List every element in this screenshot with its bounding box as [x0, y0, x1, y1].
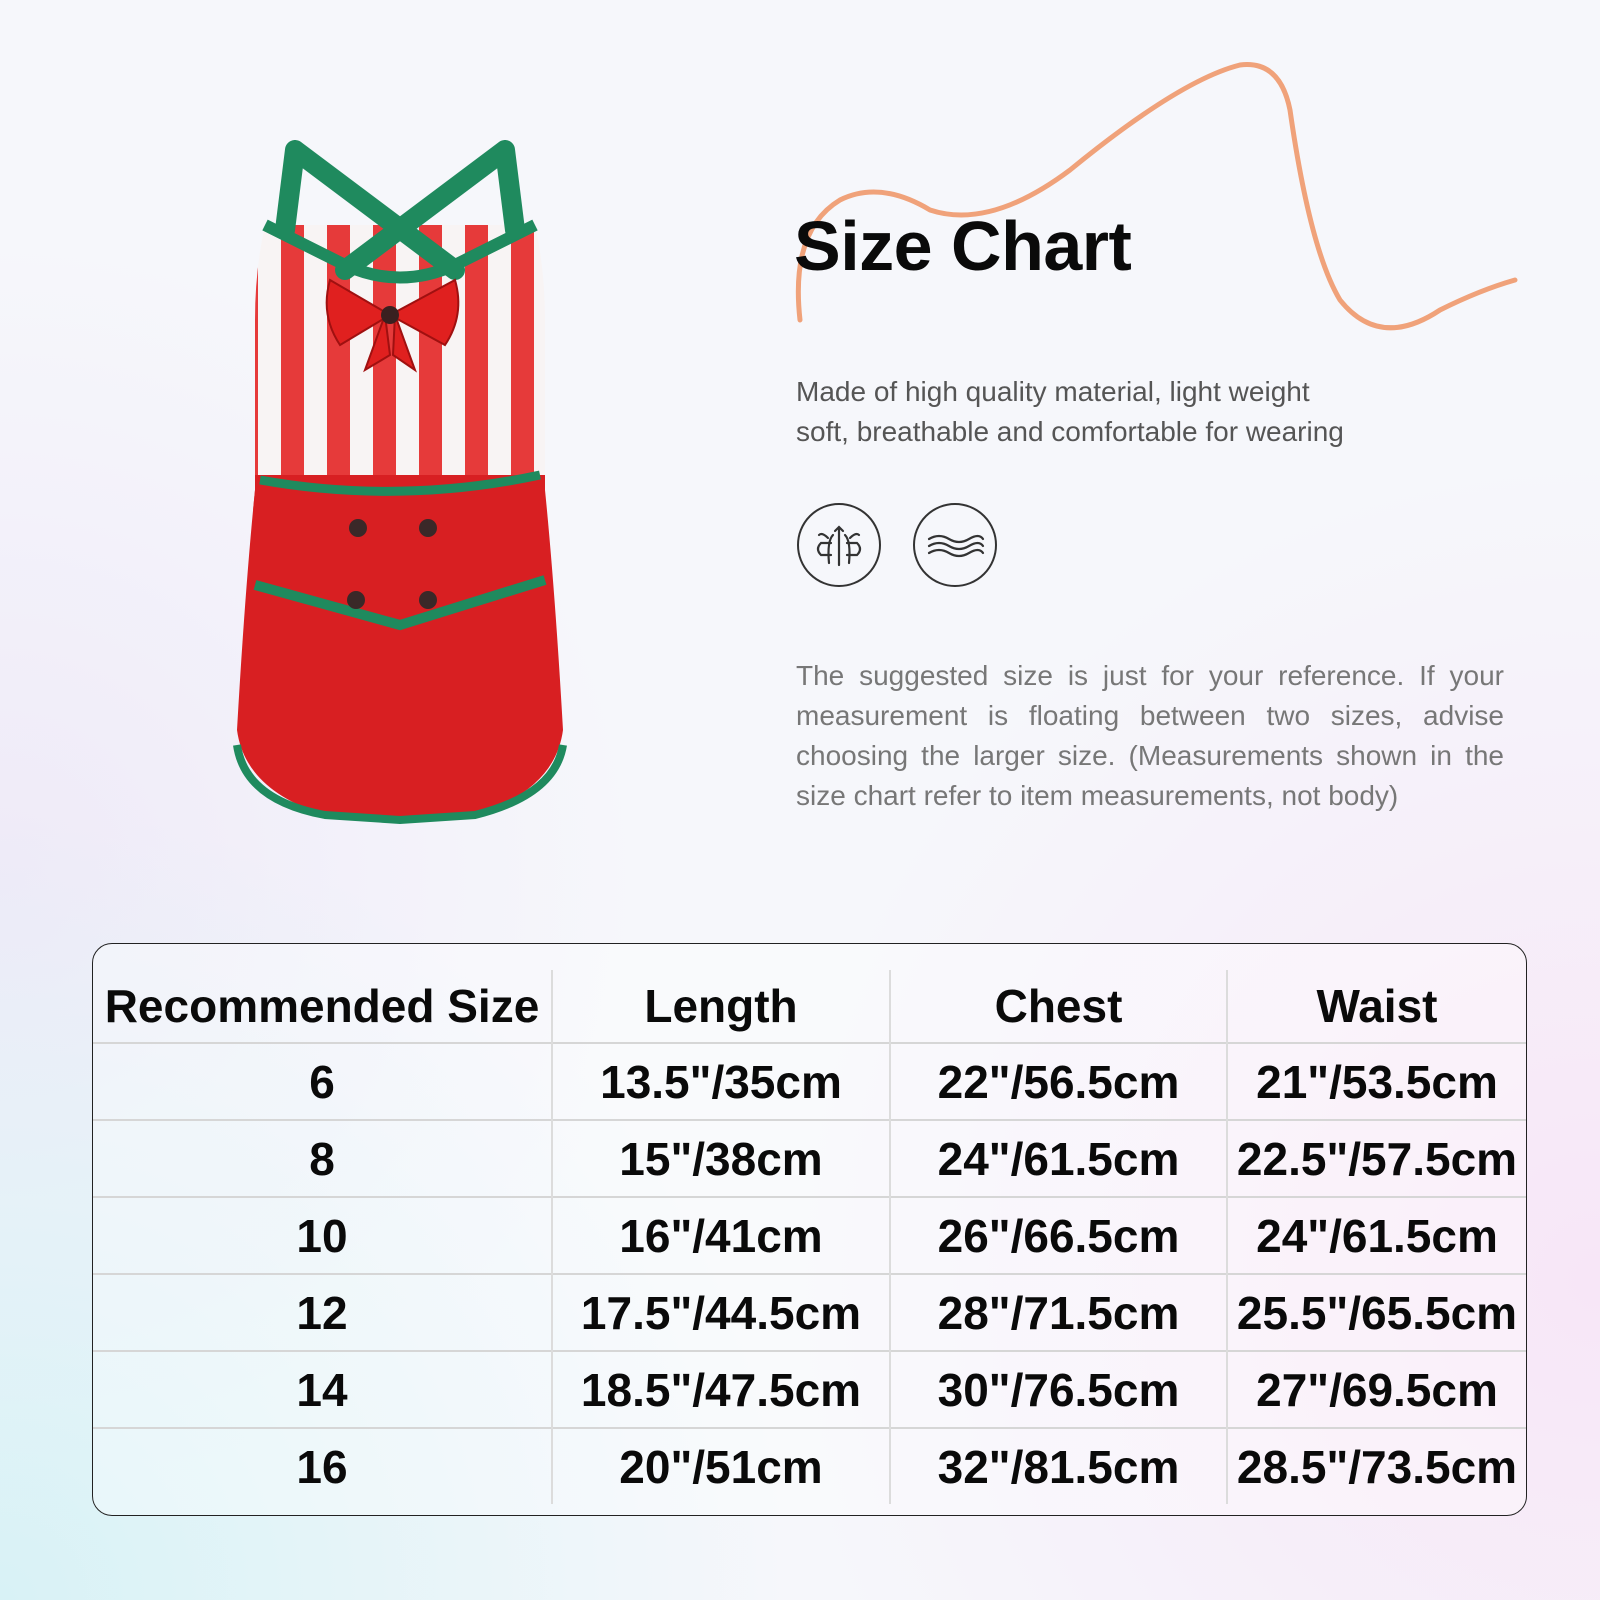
cell-length: 15"/38cm — [551, 1119, 890, 1197]
cell-chest: 24"/61.5cm — [889, 1119, 1227, 1197]
breathable-fabric-icon — [797, 503, 881, 587]
cell-chest: 30"/76.5cm — [889, 1350, 1227, 1428]
table-row: 8 15"/38cm 24"/61.5cm 22.5"/57.5cm — [93, 1119, 1526, 1197]
cell-length: 16"/41cm — [551, 1196, 890, 1274]
table-header-row: Recommended Size Length Chest Waist — [93, 970, 1526, 1043]
soft-wave-icon — [913, 503, 997, 587]
header-chest: Chest — [889, 970, 1227, 1043]
description-line: Made of high quality material, light wei… — [796, 376, 1310, 407]
header-length: Length — [551, 970, 890, 1043]
header-waist: Waist — [1226, 970, 1526, 1043]
cell-size: 12 — [93, 1273, 552, 1351]
cell-chest: 28"/71.5cm — [889, 1273, 1227, 1351]
cell-length: 17.5"/44.5cm — [551, 1273, 890, 1351]
description-line: soft, breathable and comfortable for wea… — [796, 416, 1344, 447]
cell-chest: 26"/66.5cm — [889, 1196, 1227, 1274]
table-row: 16 20"/51cm 32"/81.5cm 28.5"/73.5cm — [93, 1427, 1526, 1504]
decorative-curve — [795, 62, 1518, 331]
size-chart-table: Recommended Size Length Chest Waist 6 13.… — [92, 943, 1527, 1516]
cell-size: 16 — [93, 1427, 552, 1504]
page-title: Size Chart — [794, 207, 1132, 285]
cell-waist: 21"/53.5cm — [1226, 1042, 1526, 1120]
cell-chest: 22"/56.5cm — [889, 1042, 1227, 1120]
cell-size: 14 — [93, 1350, 552, 1428]
cell-length: 20"/51cm — [551, 1427, 890, 1504]
table-row: 6 13.5"/35cm 22"/56.5cm 21"/53.5cm — [93, 1042, 1526, 1120]
leotard-product-image — [233, 140, 567, 825]
cell-size: 8 — [93, 1119, 552, 1197]
cell-waist: 28.5"/73.5cm — [1226, 1427, 1526, 1504]
table-row: 10 16"/41cm 26"/66.5cm 24"/61.5cm — [93, 1196, 1526, 1274]
cell-size: 10 — [93, 1196, 552, 1274]
cell-waist: 25.5"/65.5cm — [1226, 1273, 1526, 1351]
cell-waist: 22.5"/57.5cm — [1226, 1119, 1526, 1197]
cell-waist: 24"/61.5cm — [1226, 1196, 1526, 1274]
material-description: Made of high quality material, light wei… — [796, 372, 1344, 452]
cell-length: 18.5"/47.5cm — [551, 1350, 890, 1428]
cell-size: 6 — [93, 1042, 552, 1120]
cell-waist: 27"/69.5cm — [1226, 1350, 1526, 1428]
sizing-note: The suggested size is just for your refe… — [796, 660, 1504, 811]
table-row: 12 17.5"/44.5cm 28"/71.5cm 25.5"/65.5cm — [93, 1273, 1526, 1351]
cell-length: 13.5"/35cm — [551, 1042, 890, 1120]
cell-chest: 32"/81.5cm — [889, 1427, 1227, 1504]
table-row: 14 18.5"/47.5cm 30"/76.5cm 27"/69.5cm — [93, 1350, 1526, 1428]
header-recommended-size: Recommended Size — [104, 980, 540, 1032]
